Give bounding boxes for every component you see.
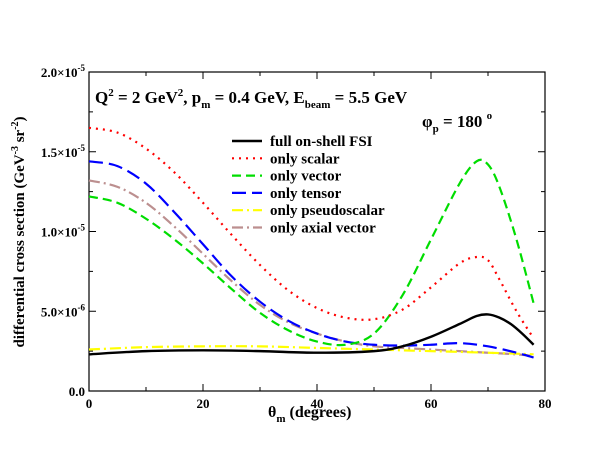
x-tick-label: 40 xyxy=(311,396,324,411)
phi-annotation: φp = 180 o xyxy=(422,110,493,135)
series-line-only-tensor xyxy=(88,160,534,359)
x-tick-label: 80 xyxy=(539,396,552,411)
series-line-only-pseudoscalar xyxy=(88,345,534,356)
legend-label: only axial vector xyxy=(270,221,376,237)
series-layer xyxy=(88,126,535,359)
legend-label: full on-shell FSI xyxy=(270,134,373,150)
x-tick-label: 20 xyxy=(197,396,210,411)
tick-labels: 0 20 40 60 80 0.0 5.0×10-6 1.0×10-5 1.5×10-5 2.0×… xyxy=(41,63,552,411)
legend-label: only vector xyxy=(270,169,342,185)
series-line-only-scalar xyxy=(88,126,535,339)
y-tick-label: 1.0×10-5 xyxy=(41,223,86,240)
x-tick-label: 0 xyxy=(86,396,93,411)
y-tick-label: 1.5×10-5 xyxy=(41,143,86,160)
y-axis-label: differential cross section (GeV-3 sr-2) xyxy=(10,116,28,347)
y-tick-label: 0.0 xyxy=(69,384,85,399)
y-tick-label: 5.0×10-6 xyxy=(41,302,86,319)
legend-label: only tensor xyxy=(270,186,342,202)
legend-label: only pseudoscalar xyxy=(270,203,385,219)
series-line-full-on-shell-fsi xyxy=(88,313,535,356)
x-tick-label: 60 xyxy=(425,396,438,411)
y-tick-label: 2.0×10-5 xyxy=(41,63,86,80)
legend-label: only scalar xyxy=(270,151,340,167)
kinematics-annotation: Q2 = 2 GeV2, pm = 0.4 GeV, Ebeam = 5.5 G… xyxy=(95,87,408,111)
series-line-only-vector xyxy=(88,158,535,347)
x-axis-label: θm (degrees) xyxy=(268,404,351,425)
axis-ticks xyxy=(88,71,546,392)
